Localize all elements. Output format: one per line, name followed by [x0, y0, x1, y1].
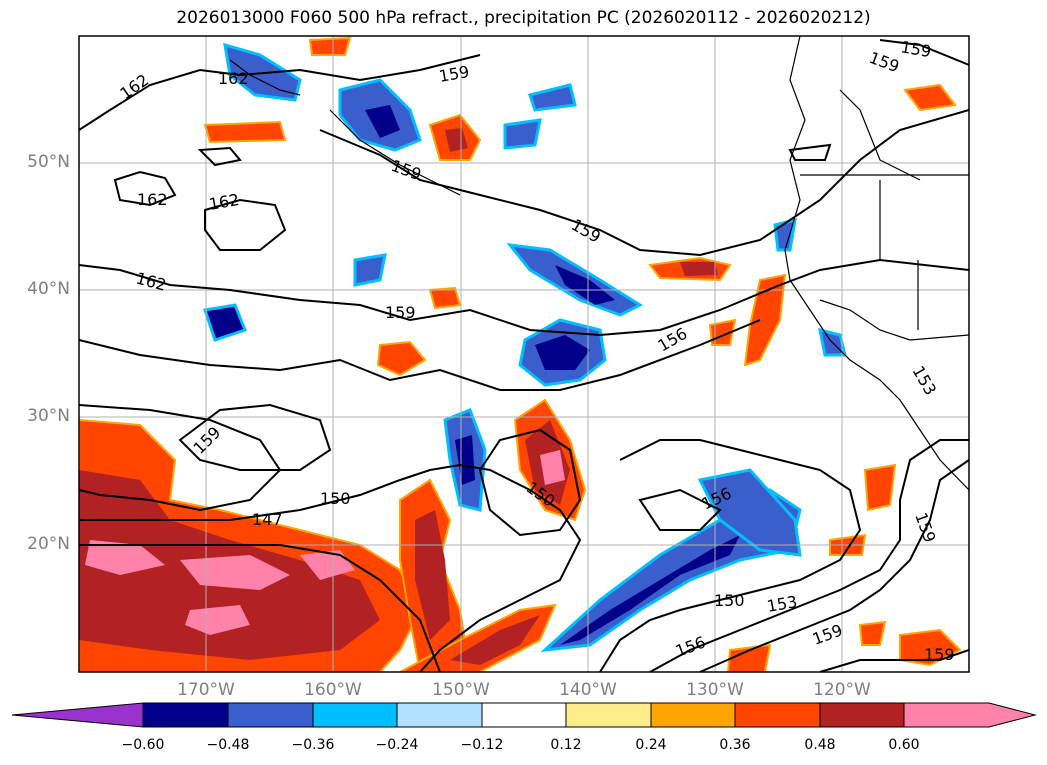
lon-label: 150°W — [432, 680, 490, 700]
precip-pink-sw3 — [185, 605, 250, 635]
precip-positive-e4 — [858, 620, 887, 646]
map-frame — [78, 35, 970, 673]
precip-dark-n3 — [680, 262, 718, 276]
lat-label: 20°N — [27, 534, 70, 554]
colorbar-tick: −0.24 — [375, 737, 419, 753]
lon-label: 130°W — [686, 680, 744, 700]
precip-negative-east — [697, 468, 802, 557]
precip-pink-sw1 — [85, 540, 165, 575]
contour-label: 159 — [385, 303, 416, 322]
colorbar-swatch — [650, 702, 736, 728]
colorbar-swatch — [227, 702, 314, 728]
precip-dark-n1 — [445, 128, 468, 152]
lon-label: 140°W — [559, 680, 617, 700]
precip-darkblue-band — [560, 535, 740, 645]
lon-label: 120°W — [813, 680, 871, 700]
colorbar-swatch — [565, 702, 652, 728]
precip-darkblue-aleut — [365, 105, 400, 138]
precip-positive-c3 — [399, 603, 557, 672]
precip-fields — [79, 36, 962, 672]
contour-label: 162 — [137, 190, 168, 209]
coastlines — [229, 36, 969, 491]
precip-darkblue-c — [455, 435, 475, 485]
contour-label: 159 — [924, 645, 955, 664]
colorbar-tick: −0.60 — [121, 737, 165, 753]
contour-label: 150 — [714, 591, 745, 610]
colorbar-swatch — [396, 702, 483, 728]
contour-label: 150 — [320, 489, 351, 508]
contour-label: 162 — [218, 69, 249, 88]
precip-pink-c2 — [540, 450, 565, 485]
colorbar-swatch — [11, 702, 144, 728]
precip-pink-sw2 — [180, 555, 290, 590]
precip-negative-n2 — [503, 118, 542, 150]
precip-positive-n6 — [428, 286, 462, 310]
precip-positive-n5 — [376, 340, 427, 377]
contour-label: 147 — [252, 510, 283, 529]
lat-label: 40°N — [27, 279, 70, 299]
precip-pink-sw4 — [300, 550, 355, 580]
precip-dark-c1 — [415, 510, 450, 640]
lat-label: 50°N — [27, 152, 70, 172]
precip-positive-n7 — [903, 83, 957, 112]
lon-label: 170°W — [177, 680, 235, 700]
lat-label: 30°N — [27, 406, 70, 426]
colorbar-tick: −0.36 — [291, 737, 335, 753]
precip-positive-e2 — [863, 463, 897, 512]
colorbar-swatch — [481, 702, 567, 728]
colorbar-tick: 0.24 — [635, 737, 667, 753]
colorbar-tick: 0.60 — [888, 737, 920, 753]
lon-label: 160°W — [304, 680, 362, 700]
precip-negative-nwsm — [353, 253, 387, 287]
precip-darkblue-mid — [535, 335, 590, 370]
precip-positive-n2 — [203, 120, 287, 144]
colorbar-swatch — [312, 702, 398, 728]
colorbar — [11, 702, 1037, 728]
colorbar-tick: −0.12 — [460, 737, 504, 753]
colorbar-tick: 0.36 — [719, 737, 751, 753]
colorbar-tick: 0.48 — [804, 737, 836, 753]
map-title: 2026013000 F060 500 hPa refract., precip… — [176, 8, 871, 28]
colorbar-tick: −0.48 — [206, 737, 250, 753]
precip-dark-c3 — [450, 615, 540, 665]
colorbar-swatch — [734, 702, 821, 728]
precip-positive-n8 — [308, 36, 352, 56]
precip-negative-north — [528, 83, 577, 112]
precip-positive-e6 — [726, 643, 772, 672]
colorbar-swatch — [819, 702, 905, 728]
precip-darkblue-ne — [555, 265, 615, 305]
colorbar-tick: 0.12 — [550, 737, 582, 753]
refractivity-contours — [79, 39, 969, 672]
colorbar-swatch — [142, 702, 229, 728]
colorbar-swatch — [903, 702, 1037, 728]
precip-negative-w — [203, 303, 247, 342]
